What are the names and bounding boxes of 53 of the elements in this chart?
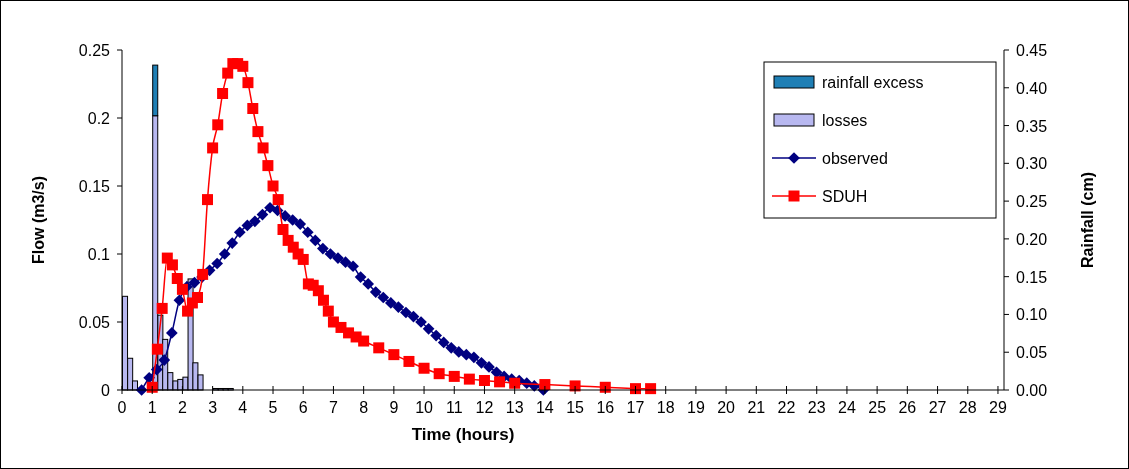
y2-tick-label: 0.25 [1016,193,1048,211]
x-tick-label: 5 [268,399,278,416]
x-axis-title: Time (hours) [411,425,515,444]
x-tick-label: 18 [656,399,675,416]
y2-tick-label: 0.00 [1016,382,1048,399]
legend-label: losses [822,112,868,129]
y2-tick-label: 0.20 [1016,230,1048,248]
x-tick-label: 9 [389,399,399,416]
y2-tick-label: 0.35 [1016,117,1048,135]
x-tick-label: 2 [177,399,187,416]
x-tick-label: 3 [208,399,218,416]
legend-label: SDUH [822,188,868,205]
x-tick-label: 28 [958,399,977,416]
y2-tick-label: 0.45 [1016,42,1048,59]
x-tick-label: 29 [989,399,1007,416]
y-tick-label: 0 [101,382,111,399]
y2-tick-label: 0.40 [1016,79,1048,97]
x-tick-label: 10 [415,399,434,416]
y-tick-label: 0.25 [78,42,111,59]
y2-axis-title: Rainfall (cm) [1079,171,1096,269]
x-tick-label: 20 [717,399,736,416]
x-tick-label: 12 [475,399,494,416]
x-tick-label: 4 [238,399,248,416]
y2-tick-label: 0.15 [1016,268,1048,286]
y-tick-label: 0.1 [87,246,111,263]
x-tick-label: 0 [117,399,127,416]
x-tick-label: 16 [596,399,615,416]
x-tick-label: 23 [807,399,826,416]
x-tick-label: 25 [868,399,887,416]
x-tick-label: 14 [535,399,554,416]
x-tick-label: 24 [838,399,856,416]
legend-label: rainfall excess [822,74,924,91]
y-tick-label: 0.2 [87,110,111,127]
y2-tick-label: 0.10 [1016,306,1048,324]
x-tick-label: 6 [298,399,308,416]
y-axis-title: Flow (m3/s) [30,175,47,265]
y2-tick-label: 0.30 [1016,155,1048,173]
y2-tick-label: 0.05 [1016,344,1048,362]
legend-label: observed [822,150,888,167]
x-tick-label: 27 [928,399,947,416]
x-tick-label: 21 [747,399,766,416]
x-tick-label: 17 [626,399,645,416]
x-tick-label: 19 [687,399,705,416]
x-tick-label: 1 [147,399,157,416]
y-tick-label: 0.05 [78,314,111,331]
x-tick-label: 13 [505,399,524,416]
x-tick-label: 22 [777,399,796,416]
x-tick-label: 8 [359,399,369,416]
x-tick-label: 11 [445,399,463,416]
y-tick-label: 0.15 [78,178,111,195]
x-tick-label: 26 [898,399,917,416]
x-tick-label: 7 [328,399,338,416]
x-tick-label: 15 [566,399,585,416]
